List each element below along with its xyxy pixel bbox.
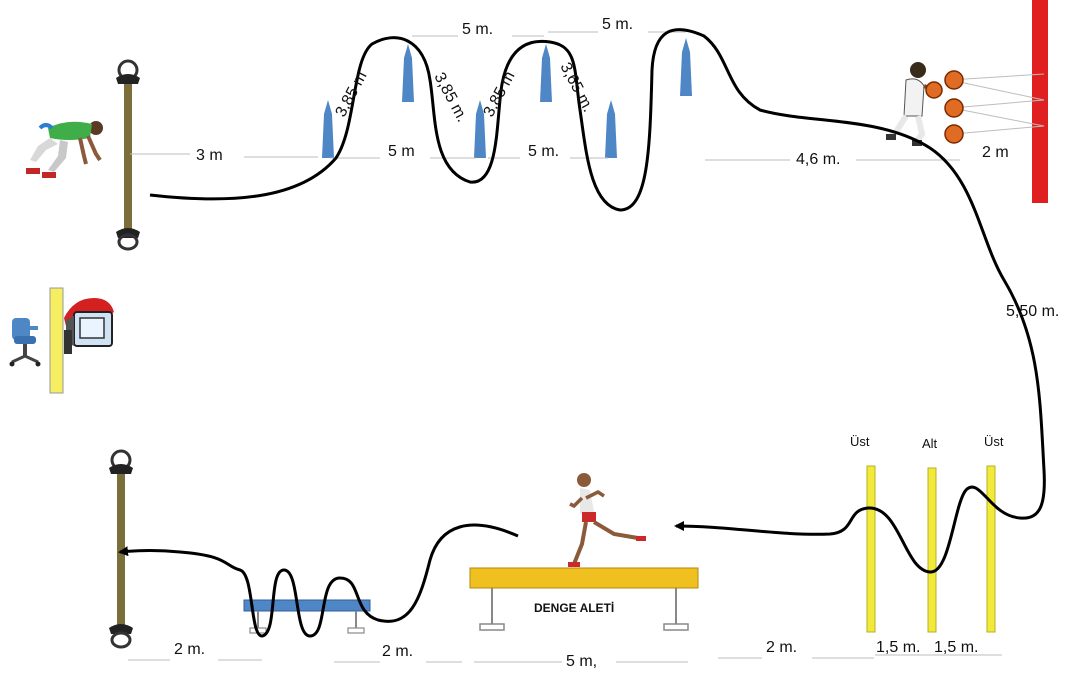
target-wall (949, 0, 1048, 203)
office-chair-icon (9, 318, 41, 367)
distance-bench-to-finish: 2 m. (174, 641, 205, 658)
bench (243, 599, 371, 634)
hurdle-2 (927, 467, 937, 633)
cone-1 (322, 100, 334, 158)
cone-5 (605, 100, 617, 158)
course-path (149, 28, 1046, 574)
hurdle-label-1: Üst (850, 434, 870, 449)
distance-diagonal-1: 3,85 m (333, 69, 371, 120)
distance-to-hurdles: 2 m. (766, 639, 797, 656)
hurdle-label-3: Üst (984, 434, 1004, 449)
distance-balance-beam: 5 m, (566, 653, 597, 670)
distance-diagonal-2: 3,85 m. (430, 70, 470, 125)
course-path-return (118, 523, 519, 638)
cone-2 (402, 44, 414, 102)
distance-hurdle-gap-2: 1,5 m. (934, 639, 978, 656)
basketball-thrower-icon (886, 62, 939, 146)
basketball-icon (925, 70, 964, 144)
hurdle-1 (866, 465, 876, 633)
hurdle-3 (986, 465, 996, 633)
distance-cone-top-2: 5 m. (602, 16, 633, 33)
crouching-starter-icon (26, 121, 103, 178)
distance-cone-bottom-2: 5 m. (528, 143, 559, 160)
distance-beam-to-bench: 2 m. (382, 643, 413, 660)
distance-cone-top-1: 5 m. (462, 21, 493, 38)
cone-3 (474, 100, 486, 158)
finish-pole (109, 449, 133, 649)
stopwatch-camera-icon (64, 311, 113, 354)
distance-hurdle-gap-1: 1,5 m. (876, 639, 920, 656)
distance-basket-to-wall: 2 m (982, 144, 1009, 161)
cone-4 (540, 44, 552, 102)
hurdle-label-2: Alt (922, 436, 938, 451)
balance-beam-label: DENGE ALETİ (534, 600, 614, 615)
distance-cone-bottom-1: 5 m (388, 143, 415, 160)
distance-diagonal-4: 3,65 m. (556, 60, 596, 115)
distance-cones-to-basket: 4,6 m. (796, 151, 840, 168)
dimension-lines (128, 31, 1002, 663)
distance-right-descent: 5,50 m. (1006, 303, 1059, 320)
cone-6 (680, 38, 692, 96)
balance-beam (469, 567, 699, 631)
distance-diagonal-3: 3,85 m (481, 69, 519, 120)
distance-start-to-cone: 3 m (196, 147, 223, 164)
start-pole (116, 59, 140, 251)
running-athlete-icon (568, 473, 646, 567)
